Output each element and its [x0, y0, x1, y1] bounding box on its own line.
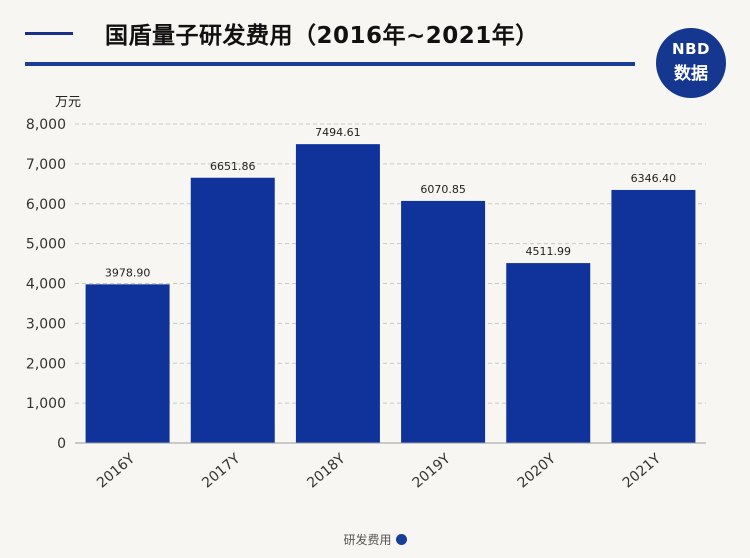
- x-tick-label: 2019Y: [410, 451, 454, 492]
- legend-swatch: [395, 534, 407, 545]
- data-label: 3978.90: [105, 266, 151, 279]
- nbd-logo: NBD 数据: [656, 28, 726, 98]
- legend-label: 研发费用: [343, 533, 392, 547]
- y-tick-label: 1,000: [26, 396, 66, 412]
- logo-text-bottom: 数据: [674, 64, 708, 84]
- x-tick-label: 2021Y: [620, 451, 664, 492]
- grid-lines: [75, 123, 706, 404]
- logo-text-top: NBD: [672, 40, 710, 58]
- title-accent-bar: [25, 32, 73, 35]
- y-tick-label: 2,000: [26, 356, 66, 372]
- legend: 研发费用: [0, 531, 750, 548]
- data-label: 6651.86: [210, 160, 256, 173]
- x-tick-label: 2016Y: [94, 451, 138, 492]
- y-tick-label: 7,000: [26, 157, 66, 173]
- bar-2019Y: [401, 200, 486, 443]
- x-tick-label: 2020Y: [515, 451, 559, 492]
- y-tick-label: 4,000: [26, 277, 66, 293]
- data-label: 7494.61: [315, 126, 361, 139]
- data-label: 4511.99: [526, 245, 572, 258]
- data-label: 6070.85: [420, 183, 466, 196]
- y-tick-label: 0: [57, 436, 66, 452]
- chart-title: 国盾量子研发费用（2016年~2021年）: [105, 23, 539, 49]
- y-tick-label: 3,000: [26, 316, 66, 332]
- x-tick-label: 2017Y: [199, 451, 243, 492]
- data-label: 6346.40: [631, 172, 677, 185]
- x-axis-ticks: 2016Y 2017Y 2018Y 2019Y 2020Y 2021Y: [94, 451, 664, 492]
- y-tick-label: 8,000: [26, 117, 66, 133]
- data-labels: 3978.90 6651.86 7494.61 6070.85 4511.99 6346.…: [105, 126, 676, 279]
- bar-2018Y: [295, 144, 380, 444]
- y-axis-ticks: 0 1,000 2,000 3,000 4,000 5,000 6,000 7,000 8,00…: [26, 117, 66, 452]
- y-tick-label: 5,000: [26, 237, 66, 253]
- title-underline: [25, 62, 635, 66]
- bar-2020Y: [506, 263, 591, 443]
- bar-2021Y: [611, 189, 696, 443]
- y-axis-unit-label: 万元: [55, 95, 81, 110]
- bar-2017Y: [190, 177, 275, 443]
- bars: [85, 144, 696, 444]
- chart-header: 国盾量子研发费用（2016年~2021年）: [25, 14, 635, 66]
- x-tick-label: 2018Y: [304, 451, 348, 492]
- bar-2016Y: [85, 284, 170, 443]
- y-tick-label: 6,000: [26, 197, 66, 213]
